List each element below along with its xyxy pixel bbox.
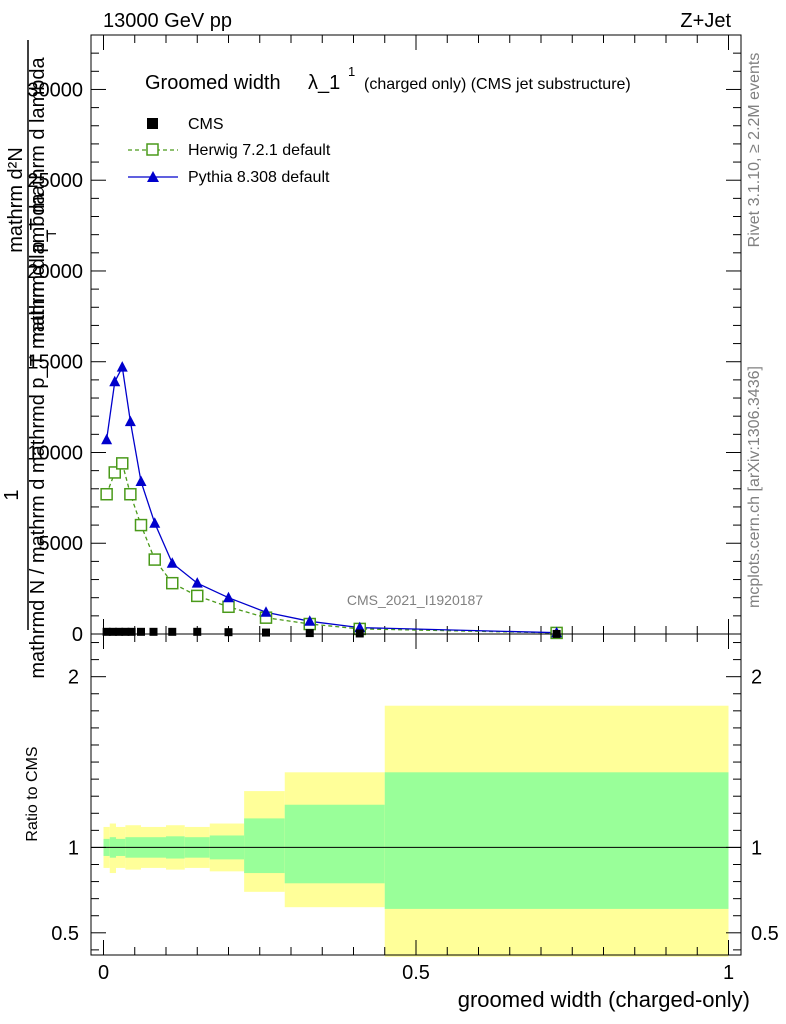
main-y-tick-label: 25000 <box>27 170 83 192</box>
title-symbol: λ_1 <box>308 72 340 94</box>
header-right-label: Z+Jet <box>680 10 731 32</box>
data-point-pythia <box>124 415 136 427</box>
y-label-line2: mathrm d p_T mathrm d lambda <box>27 56 49 342</box>
data-point-pythia <box>101 433 113 445</box>
data-point-cms <box>115 627 124 636</box>
x-axis-label: groomed width (charged-only) <box>458 987 750 1012</box>
data-point-pythia <box>116 361 128 372</box>
main-panel: 0 5000 10000 15000 20000 25000 30000 CMS_2021_… <box>27 34 742 646</box>
data-point-cms <box>193 627 202 636</box>
main-plot-frame <box>90 34 742 635</box>
data-point-cms <box>262 628 270 637</box>
data-point-cms <box>127 627 136 636</box>
data-point-pythia <box>191 577 203 588</box>
ratio-band-inner <box>244 818 285 874</box>
y-label-one: 1 <box>1 489 23 500</box>
data-point-pythia <box>149 517 161 528</box>
data-point-herwig <box>191 589 204 603</box>
data-point-herwig <box>148 553 161 566</box>
data-point-herwig <box>134 518 148 532</box>
data-point-cms <box>121 627 130 636</box>
data-point-cms <box>224 628 233 637</box>
data-point-herwig <box>108 466 121 479</box>
ratio-bands <box>103 705 729 957</box>
data-point-herwig <box>124 487 137 501</box>
ratio-y-tick-label: 1 <box>68 837 79 859</box>
main-y-axis-label: mathrm d²N mathrm d p_T mathrm d lambda … <box>1 40 59 679</box>
analysis-watermark: CMS_2021_I1920187 <box>347 592 483 608</box>
legend: CMS Herwig 7.2.1 default Pythia 8.308 de… <box>128 116 331 186</box>
legend-marker-cms <box>147 118 158 129</box>
ratio-y-tick-label: 0.5 <box>51 923 79 945</box>
data-point-pythia <box>223 591 234 603</box>
header-left-label: 13000 GeV pp <box>103 10 232 32</box>
data-point-pythia <box>109 375 121 387</box>
data-point-pythia <box>135 475 147 487</box>
legend-label-pythia: Pythia 8.308 default <box>188 169 330 186</box>
data-point-pythia <box>304 615 316 626</box>
ratio-y-axis-label: Ratio to CMS <box>24 746 41 841</box>
main-y-tick-label: 20000 <box>27 261 83 283</box>
legend-marker-pythia <box>147 171 159 182</box>
y-label-numerator: mathrm d²N <box>5 147 27 253</box>
ratio-y-tick-label-right: 0.5 <box>751 923 779 945</box>
data-point-herwig <box>166 576 179 590</box>
legend-label-cms: CMS <box>188 116 224 133</box>
main-y-tick-label: 30000 <box>27 79 83 101</box>
data-point-herwig <box>116 457 129 470</box>
ratio-y-tick-label-right: 2 <box>751 667 762 689</box>
x-tick-label: 0 <box>98 962 109 984</box>
ratio-y-tick-label: 2 <box>68 667 79 689</box>
y-label-denominator: mathrmd N / mathrm d mathrmd p_T mathrm … <box>27 192 49 678</box>
title-suffix: (charged only) (CMS jet substructure) <box>364 76 631 93</box>
data-point-cms <box>355 629 364 638</box>
data-point-herwig <box>222 600 235 614</box>
ratio-panel: 0.5 0.51 12 2 0 0.5 1 <box>51 633 779 984</box>
title-superscript: 1 <box>348 64 355 79</box>
ratio-band-inner <box>284 804 385 884</box>
ratio-y-ticks: 0.5 0.5 1 1 2 2 <box>51 642 779 951</box>
main-y-tick-label: 0 <box>72 624 83 646</box>
chart-title: Groomed width λ_1 1 (charged only) (CMS … <box>145 64 631 94</box>
data-point-cms <box>168 627 177 636</box>
ratio-x-ticks: 0 0.5 1 <box>98 634 734 984</box>
data-point-pythia <box>166 557 178 568</box>
data-point-cms <box>137 627 145 636</box>
legend-label-herwig: Herwig 7.2.1 default <box>188 142 331 159</box>
x-tick-label: 1 <box>723 962 734 984</box>
data-point-cms <box>149 627 158 636</box>
ratio-band-inner <box>384 772 729 909</box>
data-point-cms <box>108 627 117 636</box>
y-label-subscript-t: T <box>43 229 59 238</box>
legend-marker-herwig <box>146 143 159 156</box>
x-tick-label: 0.5 <box>402 962 430 984</box>
data-point-pythia <box>260 606 272 617</box>
main-y-tick-label: 10000 <box>27 442 83 464</box>
ratio-y-tick-label-right: 1 <box>751 837 762 859</box>
main-series <box>100 361 563 640</box>
rivet-version-label: Rivet 3.1.10, ≥ 2.2M events <box>746 53 763 248</box>
data-point-cms <box>102 627 111 636</box>
main-y-tick-label: 15000 <box>27 352 83 374</box>
title-main: Groomed width <box>145 72 281 94</box>
mcplots-label: mcplots.cern.ch [arXiv:1306.3436] <box>746 366 763 608</box>
data-point-herwig <box>100 487 113 501</box>
main-y-tick-label: 5000 <box>39 533 84 555</box>
data-point-cms <box>305 629 314 638</box>
